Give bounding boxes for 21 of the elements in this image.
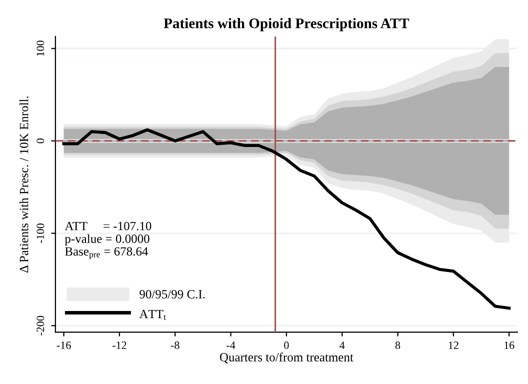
x-tick-label: -16 xyxy=(56,342,71,350)
y-tick-label: 100 xyxy=(36,40,44,56)
y-tick-label: -100 xyxy=(36,224,44,244)
x-tick-label: 4 xyxy=(340,342,345,349)
y-axis-title: Δ Patients with Presc. / 10K Enroll. xyxy=(19,96,28,273)
annotation: Base$_{pre}$ = 678.64 xyxy=(65,247,148,260)
annotation: p-value = 0.0000 xyxy=(64,234,150,246)
x-axis-title: Quarters to/from treatment xyxy=(220,352,354,364)
x-tick-label: -4 xyxy=(226,342,236,349)
y-tick-label: 0 xyxy=(36,138,44,144)
legend-label: ATT$_{t}$ xyxy=(139,310,166,320)
x-tick-label: 16 xyxy=(504,342,514,350)
y-tick-label: -200 xyxy=(36,316,44,336)
x-tick-label: -12 xyxy=(112,342,126,349)
x-tick-label: -8 xyxy=(170,342,180,350)
x-tick-label: 0 xyxy=(284,342,289,350)
x-tick-label: 8 xyxy=(395,342,400,350)
x-tick-label: 12 xyxy=(448,342,458,349)
annotation: ATT = -107.10 xyxy=(64,222,152,230)
legend-label: 90/95/99 C.I. xyxy=(140,290,205,299)
chart-title: Patients with Opioid Prescriptions ATT xyxy=(164,18,410,32)
